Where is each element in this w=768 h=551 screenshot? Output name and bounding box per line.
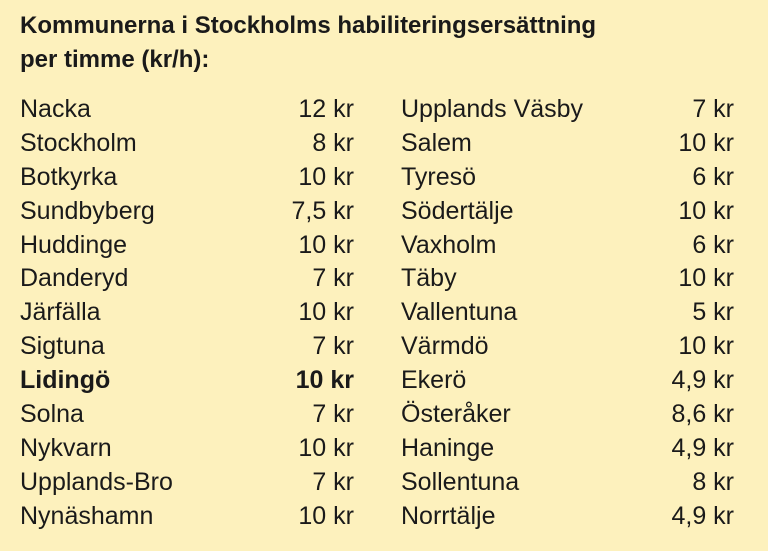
municipality-row: Sundbyberg 7,5 kr: [20, 195, 354, 229]
municipality-name: Nynäshamn: [20, 501, 154, 530]
municipality-row: Täby 10 kr: [401, 262, 734, 296]
municipality-row: Vallentuna 5 kr: [401, 296, 734, 330]
municipality-row: Nacka 12 kr: [20, 93, 354, 127]
municipality-row: Järfälla 10 kr: [20, 296, 354, 330]
municipality-name: Vaxholm: [401, 230, 497, 259]
municipality-name: Norrtälje: [401, 501, 496, 530]
municipality-name: Stockholm: [20, 128, 137, 157]
rate-value: 5 kr: [692, 298, 734, 327]
municipality-name: Vallentuna: [401, 298, 518, 327]
municipality-row: Tyresö 6 kr: [401, 161, 734, 195]
municipality-name: Haninge: [401, 433, 495, 462]
municipality-row: Nykvarn 10 kr: [20, 432, 354, 466]
municipality-name: Solna: [20, 400, 84, 429]
municipality-name: Österåker: [401, 400, 511, 429]
municipality-name: Sollentuna: [401, 467, 520, 496]
rate-value: 8 kr: [312, 128, 354, 157]
municipality-name: Upplands-Bro: [20, 467, 173, 496]
municipality-row: Upplands-Bro 7 kr: [20, 466, 354, 500]
municipality-row: Solna 7 kr: [20, 398, 354, 432]
municipality-row: Österåker 8,6 kr: [401, 398, 734, 432]
municipality-name: Värmdö: [401, 332, 489, 361]
rate-value: 7 kr: [312, 467, 354, 496]
municipality-name: Danderyd: [20, 264, 129, 293]
municipality-name: Järfälla: [20, 298, 101, 327]
rate-value: 10 kr: [678, 264, 734, 293]
municipality-row: Vaxholm 6 kr: [401, 229, 734, 263]
municipality-row: Nynäshamn 10 kr: [20, 500, 354, 534]
page-title: Kommunerna i Stockholms habiliteringsers…: [20, 9, 740, 77]
rate-value: 10 kr: [298, 501, 354, 530]
rate-value: 8 kr: [692, 467, 734, 496]
rate-value: 10 kr: [298, 230, 354, 259]
title-line-2: per timme (kr/h):: [20, 46, 210, 73]
municipality-row: Norrtälje 4,9 kr: [401, 500, 734, 534]
rate-value: 10 kr: [298, 298, 354, 327]
municipality-name: Upplands Väsby: [401, 95, 584, 123]
municipality-name: Salem: [401, 128, 472, 157]
municipality-row: Sollentuna 8 kr: [401, 466, 734, 500]
rate-value: 6 kr: [692, 230, 734, 259]
municipality-row: Danderyd 7 kr: [20, 262, 354, 296]
rate-value: 10 kr: [298, 433, 354, 462]
municipality-name: Nacka: [20, 95, 91, 123]
municipality-name: Södertälje: [401, 196, 514, 225]
municipality-name: Huddinge: [20, 230, 128, 259]
rate-value: 7 kr: [312, 400, 354, 429]
municipality-row: Haninge 4,9 kr: [401, 432, 734, 466]
rate-value: 12 kr: [298, 95, 354, 123]
municipality-row: Värmdö 10 kr: [401, 330, 734, 364]
rate-value: 4,9 kr: [671, 433, 734, 462]
rate-value: 7 kr: [312, 264, 354, 293]
rate-value: 4,9 kr: [671, 366, 734, 395]
municipality-row: Salem 10 kr: [401, 127, 734, 161]
municipality-name: Ekerö: [401, 366, 467, 395]
municipality-row: Sigtuna 7 kr: [20, 330, 354, 364]
municipality-name: Täby: [401, 264, 457, 293]
rate-value: 10 kr: [678, 128, 734, 157]
municipality-row: Upplands Väsby 7 kr: [401, 93, 734, 127]
municipality-name: Lidingö: [20, 366, 111, 395]
rate-value: 7 kr: [312, 332, 354, 361]
municipality-row: Ekerö 4,9 kr: [401, 364, 734, 398]
municipality-row: Huddinge 10 kr: [20, 229, 354, 263]
rate-value: 6 kr: [692, 162, 734, 191]
municipality-row: Södertälje 10 kr: [401, 195, 734, 229]
municipality-name: Botkyrka: [20, 162, 118, 191]
rate-value: 10 kr: [298, 162, 354, 191]
municipality-row: Lidingö 10 kr: [20, 364, 354, 398]
rate-value: 4,9 kr: [671, 501, 734, 530]
rate-value: 10 kr: [295, 366, 354, 395]
municipality-row: Stockholm 8 kr: [20, 127, 354, 161]
municipality-name: Sigtuna: [20, 332, 105, 361]
municipality-name: Nykvarn: [20, 433, 112, 462]
rate-value: 7 kr: [692, 95, 734, 123]
rate-value: 7,5 kr: [291, 196, 354, 225]
right-municipality-list: Upplands Väsby 7 kr Salem 10 kr Tyresö 6 kr Sö…: [401, 93, 734, 534]
rate-value: 10 kr: [678, 332, 734, 361]
rate-value: 10 kr: [678, 196, 734, 225]
municipality-name: Tyresö: [401, 162, 477, 191]
municipality-row: Botkyrka 10 kr: [20, 161, 354, 195]
title-line-1: Kommunerna i Stockholms habiliteringsers…: [20, 12, 597, 39]
left-municipality-list: Nacka 12 kr Stockholm 8 kr Botkyrka 10 kr Sund…: [20, 93, 354, 534]
municipality-name: Sundbyberg: [20, 196, 155, 225]
rate-value: 8,6 kr: [671, 400, 734, 429]
